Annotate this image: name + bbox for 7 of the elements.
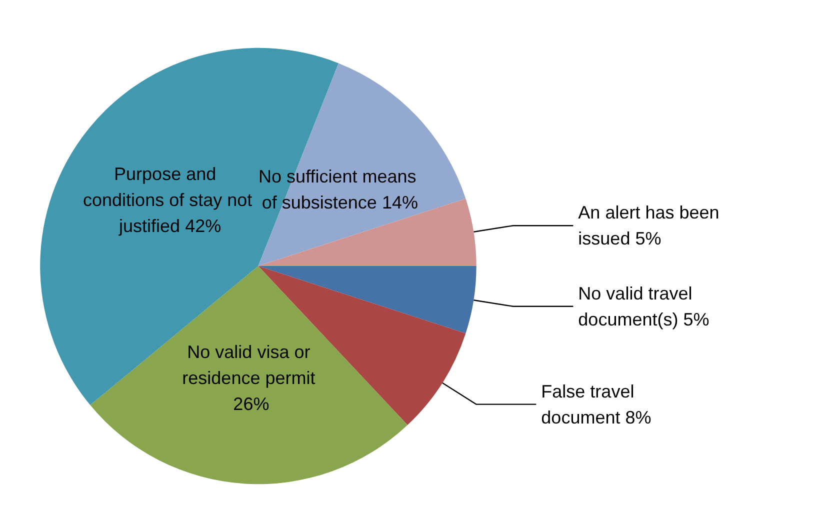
slice-label: No valid visa or residence permit	[182, 342, 320, 388]
slice-label: False travel document 8%	[541, 381, 652, 428]
data-label: 26%	[233, 394, 270, 414]
slice-label: No valid travel document(s) 5%	[578, 283, 710, 330]
slice-label: An alert has been issued 5%	[578, 202, 724, 249]
slice-label: No sufficient means of subsistence 14%	[258, 166, 422, 212]
slice-label: Purpose and conditions of stay not justified 42%	[83, 164, 252, 236]
